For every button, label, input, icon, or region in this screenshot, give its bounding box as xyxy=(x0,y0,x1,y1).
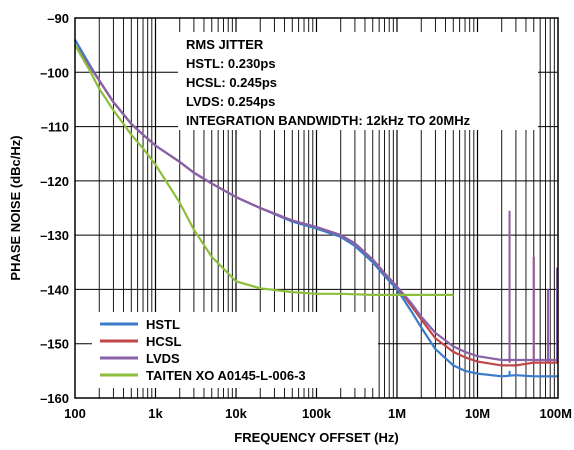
legend-label: HSTL xyxy=(146,317,180,332)
plot-frame xyxy=(74,17,559,399)
x-tick-label: 1M xyxy=(388,406,406,421)
annotation-box: RMS JITTER HSTL: 0.230ps HCSL: 0.245ps L… xyxy=(178,32,538,130)
x-tick-label: 10M xyxy=(465,406,490,421)
y-tick-label: –110 xyxy=(41,120,69,135)
legend-label: HCSL xyxy=(146,334,181,349)
x-tick-label: 100M xyxy=(539,406,572,421)
annotation-line: INTEGRATION BANDWIDTH: 12kHz TO 20MHz xyxy=(186,113,471,128)
annotation-line: RMS JITTER xyxy=(186,37,264,52)
x-tick-label: 1k xyxy=(148,406,163,421)
annotation-line: HCSL: 0.245ps xyxy=(186,75,277,90)
legend-item: TAITEN XO A0145-L-006-3 xyxy=(100,368,306,383)
y-tick-label: –100 xyxy=(40,65,69,80)
y-axis-title: PHASE NOISE (dBc/Hz) xyxy=(8,135,23,280)
annotation-line: LVDS: 0.254ps xyxy=(186,94,275,109)
y-tick-label: –90 xyxy=(47,11,69,26)
series-line xyxy=(74,44,454,296)
legend-item: HSTL xyxy=(100,317,180,332)
x-tick-label: 100 xyxy=(64,406,86,421)
legend-item: HCSL xyxy=(100,334,181,349)
x-axis-title: FREQUENCY OFFSET (Hz) xyxy=(234,430,398,445)
y-tick-label: –130 xyxy=(40,228,69,243)
x-tick-label: 100k xyxy=(302,406,332,421)
y-tick-label: –160 xyxy=(40,391,69,406)
legend: HSTL HCSL LVDS TAITEN XO A0145-L-006-3 xyxy=(92,312,378,388)
series-line xyxy=(74,44,558,362)
annotation-line: HSTL: 0.230ps xyxy=(186,56,276,71)
legend-label: LVDS xyxy=(146,351,180,366)
legend-background xyxy=(92,312,378,388)
series-lines xyxy=(74,39,558,378)
annotation-background xyxy=(178,32,538,130)
y-tick-label: –120 xyxy=(40,174,69,189)
y-tick-label: –150 xyxy=(40,337,69,352)
x-tick-label: 10k xyxy=(225,406,247,421)
legend-item: LVDS xyxy=(100,351,180,366)
y-tick-label: –140 xyxy=(40,282,69,297)
legend-label: TAITEN XO A0145-L-006-3 xyxy=(146,368,306,383)
